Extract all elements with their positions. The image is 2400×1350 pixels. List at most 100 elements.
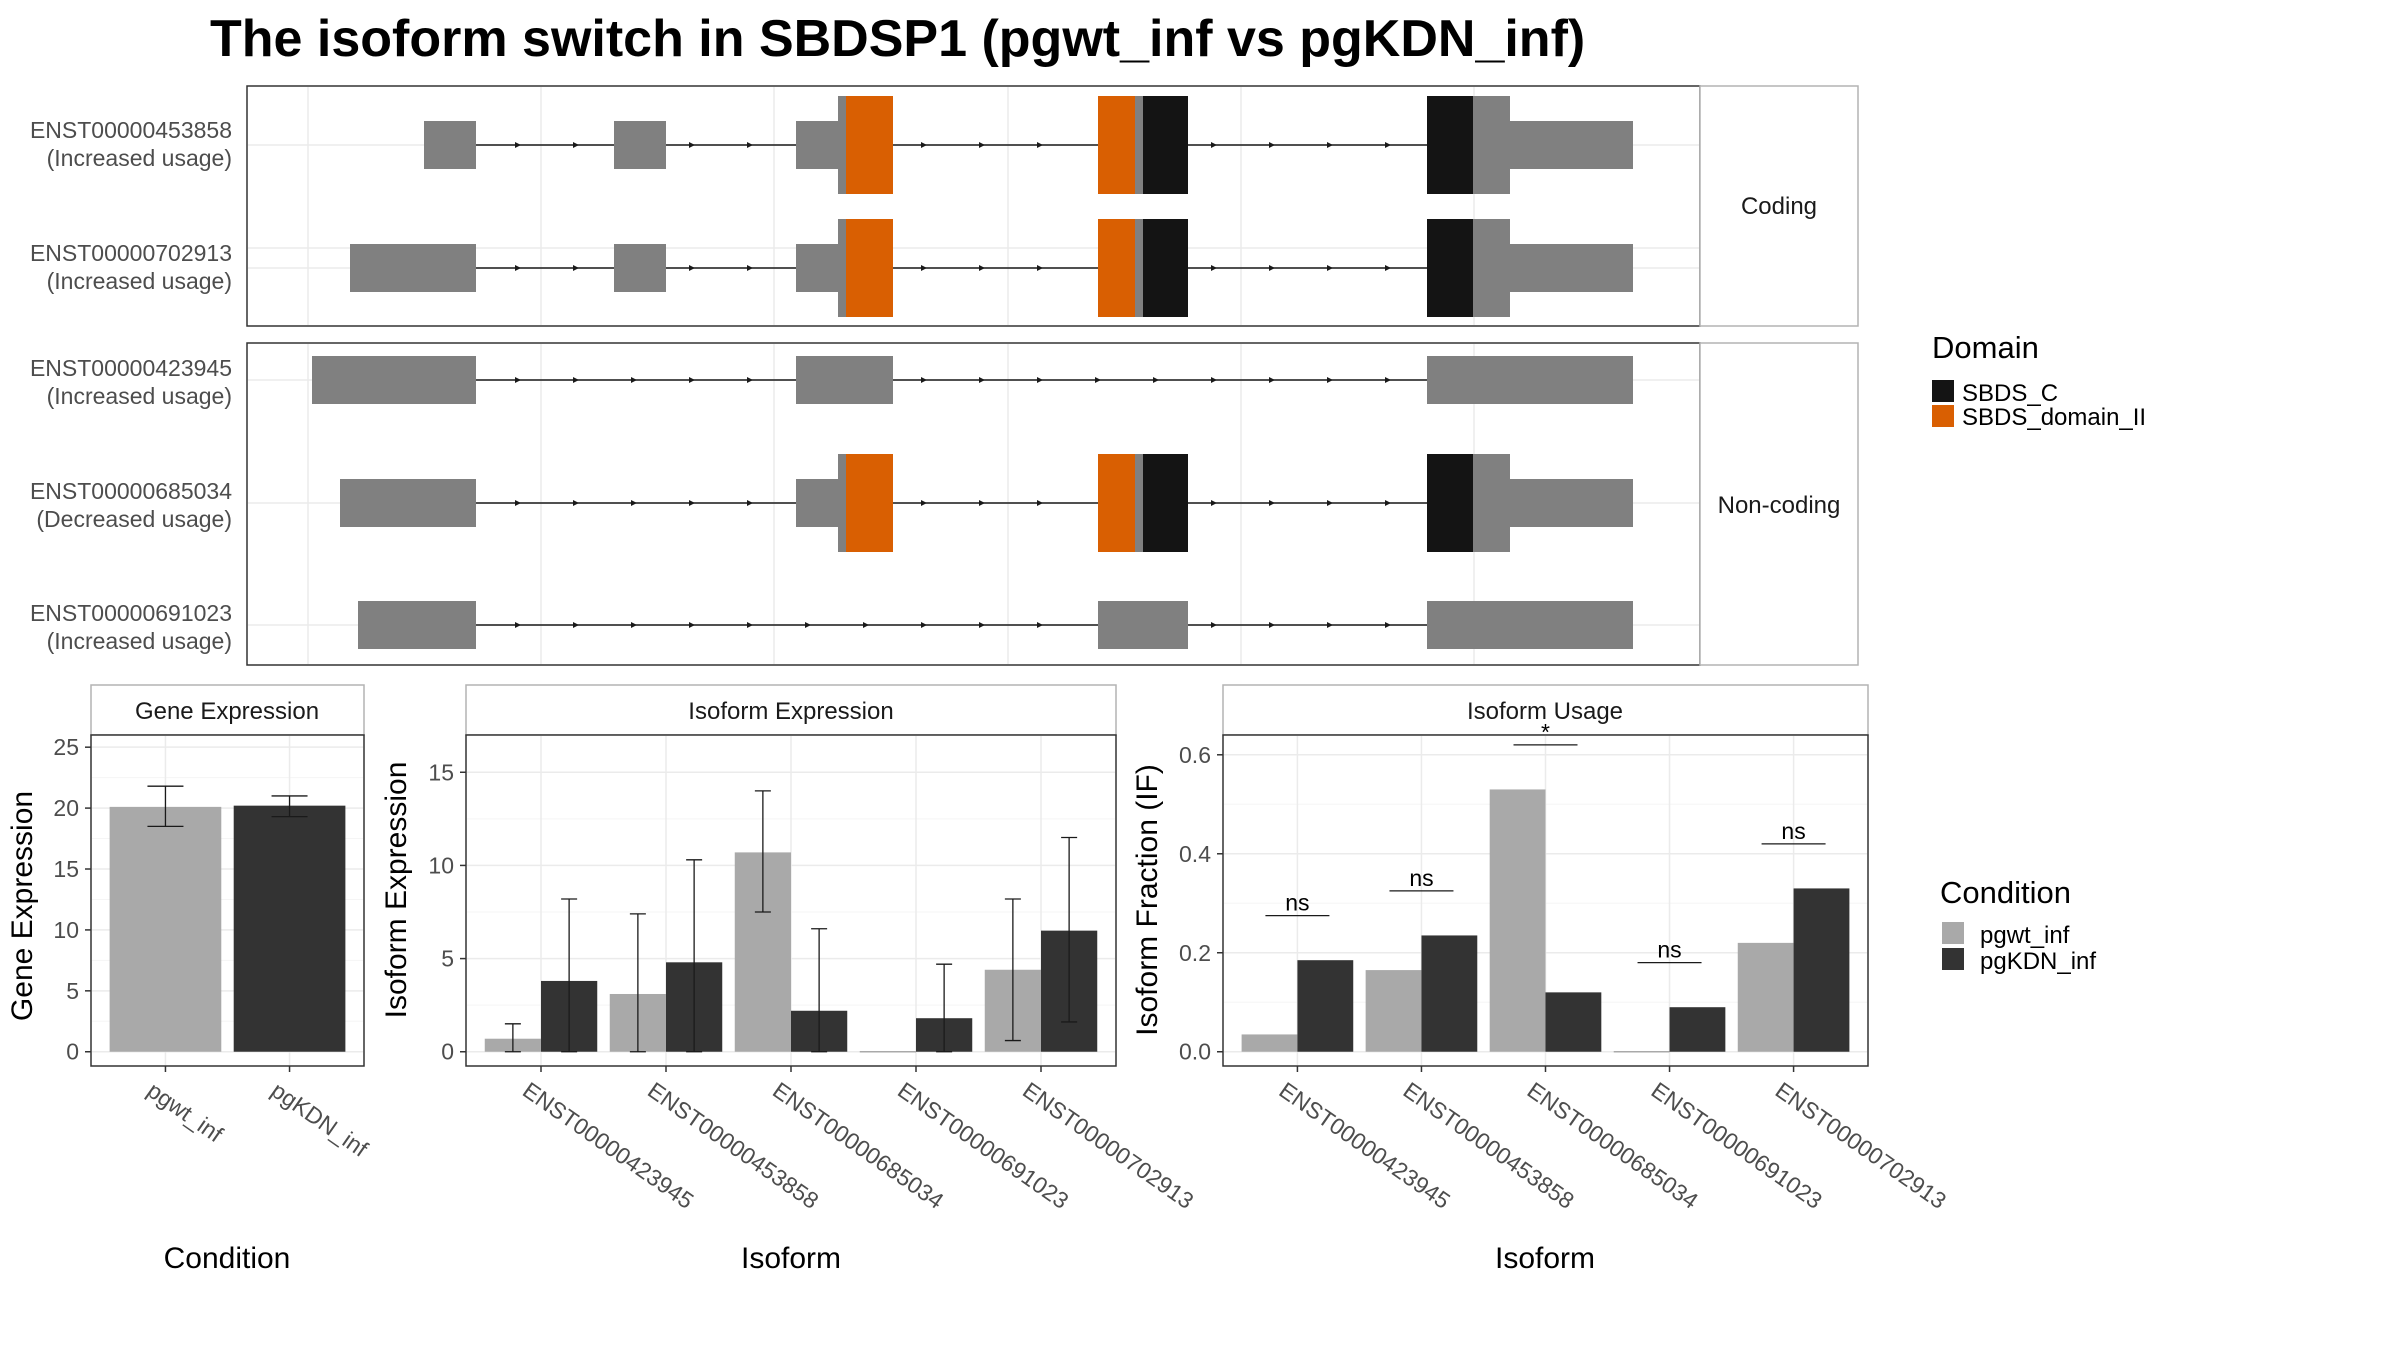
intron-arrow: [1269, 377, 1275, 383]
intron-arrow: [1385, 500, 1391, 506]
y-tick-label: 0.0: [1179, 1039, 1211, 1065]
intron-arrow: [515, 377, 521, 383]
exon-utr: [1427, 601, 1633, 649]
intron-arrow: [573, 142, 579, 148]
error-bar: [1061, 836, 1078, 1023]
isoform-expression-xlabel: Isoform: [741, 1242, 841, 1275]
y-tick-label: 0.6: [1179, 742, 1211, 768]
intron-arrow: [979, 622, 985, 628]
x-tick-label: pgwt_inf: [143, 1077, 229, 1148]
gene-expression-chart: Gene Expression Gene Expression Conditio…: [6, 684, 374, 1275]
intron-arrow: [1037, 142, 1043, 148]
y-tick-label: 0.2: [1179, 940, 1211, 966]
bar-pgwt_inf-ENST00000685034: [1489, 789, 1546, 1052]
legend-swatch-pgkdn-inf: [1942, 948, 1964, 970]
intron-arrow: [979, 265, 985, 271]
y-tick-label: 10: [428, 852, 454, 878]
exon-coding: [1473, 96, 1510, 194]
bar-pgwt_inf-ENST00000453858: [1365, 970, 1422, 1052]
isoform-usage-strip: [1222, 684, 1869, 736]
gene-expression-xlabel: Condition: [164, 1242, 291, 1275]
legend-swatch-sbds-domain-ii: [1932, 405, 1954, 427]
tx-label-id-4: ENST00000691023: [30, 600, 232, 626]
tx-label-status-0: (Increased usage): [47, 145, 232, 171]
noncoding-strip-label: Non-coding: [1718, 492, 1841, 519]
domain-sbds-c: [1427, 454, 1473, 552]
intron-arrow: [979, 377, 985, 383]
bar-pgwt_inf: [109, 806, 222, 1052]
intron-arrow: [805, 622, 811, 628]
coding-strip-label: Coding: [1741, 193, 1817, 220]
domain-legend-title: Domain: [1932, 330, 2039, 365]
intron-arrow: [1327, 377, 1333, 383]
error-bar: [561, 898, 578, 1053]
exon-utr: [340, 479, 476, 527]
exon-coding: [1135, 96, 1143, 194]
exon-coding: [1473, 454, 1510, 552]
error-bar: [811, 928, 828, 1053]
condition-legend-title: Condition: [1940, 875, 2071, 910]
intron-arrow: [1327, 142, 1333, 148]
legend-label-sbds-domain-ii: SBDS_domain_II: [1962, 404, 2146, 431]
intron-arrow: [921, 265, 927, 271]
exon-coding: [838, 454, 846, 552]
intron-arrow: [573, 622, 579, 628]
intron-arrow: [1211, 377, 1217, 383]
intron-arrow: [1269, 265, 1275, 271]
intron-arrow: [747, 622, 753, 628]
exon-utr: [1510, 121, 1633, 169]
exon-utr: [796, 121, 838, 169]
intron-arrow: [747, 265, 753, 271]
domain-sbds-domain-ii: [846, 454, 893, 552]
isoform-usage-xlabel: Isoform: [1495, 1242, 1595, 1275]
tx-label-status-3: (Decreased usage): [36, 506, 232, 532]
domain-sbds-domain-ii: [846, 219, 893, 317]
isoform-usage-chart: Isoform Usage Isoform Fraction (IF) Isof…: [1131, 684, 1951, 1275]
intron-arrow: [921, 622, 927, 628]
intron-arrow: [1327, 265, 1333, 271]
noncoding-strip: [1699, 342, 1859, 666]
exon-utr: [1098, 601, 1188, 649]
intron-arrow: [1385, 142, 1391, 148]
y-tick-label: 20: [53, 795, 79, 821]
gene-expression-strip-title: Gene Expression: [135, 698, 319, 725]
error-bar: [629, 913, 646, 1053]
intron-arrow: [1385, 622, 1391, 628]
transcript-structure-panel: Coding Non-coding ENST00000453858 (Incre…: [30, 85, 1859, 666]
isoform-expression-strip-title: Isoform Expression: [688, 698, 893, 725]
exon-utr: [358, 601, 476, 649]
transcript-rows: [312, 96, 1633, 649]
bar-pgwt_inf-ENST00000702913: [1737, 942, 1794, 1052]
intron-arrow: [1153, 377, 1159, 383]
exon-coding: [1135, 219, 1143, 317]
exon-coding: [838, 219, 846, 317]
intron-arrow: [515, 142, 521, 148]
intron-arrow: [1211, 622, 1217, 628]
intron-arrow: [1211, 265, 1217, 271]
intron-arrow: [863, 622, 869, 628]
exon-coding: [838, 96, 846, 194]
transcript-row-2: [312, 356, 1633, 404]
error-bar: [686, 859, 703, 1053]
domain-sbds-domain-ii: [1098, 454, 1135, 552]
y-tick-label: 15: [53, 856, 79, 882]
intron-arrow: [1037, 377, 1043, 383]
transcript-row-1: [350, 219, 1633, 317]
legend-label-pgwt-inf: pgwt_inf: [1980, 922, 2070, 949]
exon-coding: [1473, 219, 1510, 317]
x-tick-label: pgKDN_inf: [267, 1077, 374, 1162]
intron-arrow: [573, 265, 579, 271]
condition-legend: Condition pgwt_inf pgKDN_inf: [1940, 875, 2096, 975]
legend-label-pgkdn-inf: pgKDN_inf: [1980, 948, 2096, 975]
tx-label-id-3: ENST00000685034: [30, 478, 232, 504]
y-tick-label: 5: [441, 946, 454, 972]
intron-arrow: [921, 142, 927, 148]
intron-arrow: [515, 265, 521, 271]
exon-utr: [424, 121, 476, 169]
intron-arrow: [1269, 500, 1275, 506]
isoform-expression-ylabel: Isoform Expression: [380, 762, 413, 1019]
intron-arrow: [631, 622, 637, 628]
exon-utr: [796, 244, 838, 292]
intron-arrow: [573, 377, 579, 383]
intron-arrow: [747, 500, 753, 506]
